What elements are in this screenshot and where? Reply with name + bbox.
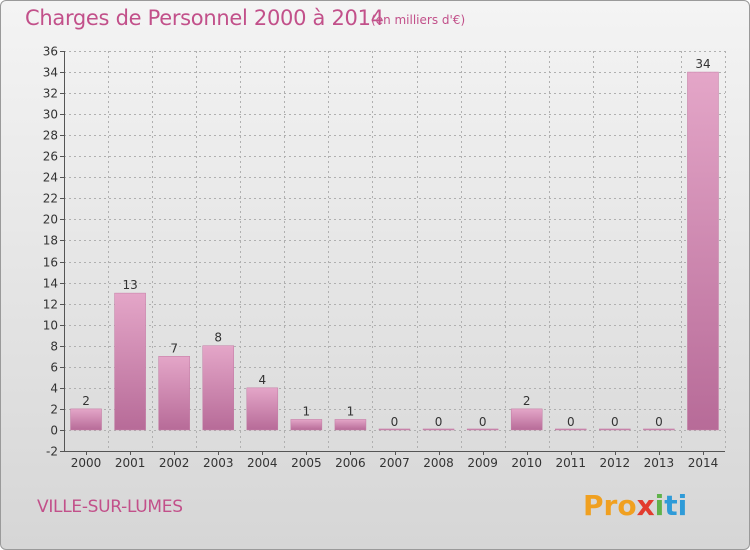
x-tick-label: 2013 [644, 456, 675, 470]
x-tick-label: 2006 [335, 456, 366, 470]
x-tick-label: 2002 [159, 456, 190, 470]
y-tick-label: 28 [43, 129, 58, 143]
y-tick-label: 36 [43, 45, 58, 59]
bar [466, 428, 499, 431]
y-tick-label: 6 [50, 361, 58, 375]
data-label: 0 [435, 415, 443, 429]
y-tick-label: 14 [43, 277, 58, 291]
chart-title: Charges de Personnel 2000 à 2014 [25, 6, 384, 30]
bar [378, 428, 411, 431]
x-tick-label: 2000 [71, 456, 102, 470]
commune-name: VILLE-SUR-LUMES [37, 497, 183, 517]
data-label: 8 [214, 331, 222, 345]
data-label: 2 [82, 394, 90, 408]
data-label: 1 [347, 404, 355, 418]
x-tick-label: 2007 [379, 456, 410, 470]
x-tick-label: 2014 [688, 456, 719, 470]
bar [70, 408, 102, 431]
data-label: 4 [258, 373, 266, 387]
y-tick-label: 30 [43, 108, 58, 122]
data-label: 0 [655, 415, 663, 429]
brand-logo: Proxiti [583, 489, 688, 522]
data-label: 1 [303, 404, 311, 418]
data-label: 0 [391, 415, 399, 429]
y-tick-label: 32 [43, 87, 58, 101]
y-tick-label: 12 [43, 298, 58, 312]
y-tick-label: 2 [50, 403, 58, 417]
x-tick-label: 2011 [555, 456, 586, 470]
x-tick-label: 2012 [600, 456, 631, 470]
bar [643, 428, 675, 431]
y-tick-label: 22 [43, 192, 58, 206]
bar [510, 408, 543, 431]
bar [599, 428, 631, 431]
bar [334, 419, 367, 431]
x-tick-label: 2004 [247, 456, 278, 470]
y-tick-label: 18 [43, 234, 58, 248]
x-tick-label: 2003 [203, 456, 234, 470]
data-label: 0 [479, 415, 487, 429]
y-tick-label: 4 [50, 382, 58, 396]
y-tick-label: 20 [43, 213, 58, 227]
y-tick-label: -2 [46, 445, 58, 459]
data-label: 0 [611, 415, 619, 429]
y-tick-label: 10 [43, 319, 58, 333]
x-tick-label: 2010 [511, 456, 542, 470]
y-tick-label: 0 [50, 424, 58, 438]
x-tick-label: 2009 [467, 456, 498, 470]
y-tick-label: 8 [50, 340, 58, 354]
bar [246, 387, 279, 431]
data-labels: 2 13 7 8 4 1 1 0 0 0 2 0 0 0 34 [82, 57, 710, 429]
data-label: 7 [170, 341, 178, 355]
y-tick-label: 16 [43, 256, 58, 270]
x-tick-label: 2001 [115, 456, 146, 470]
bar [114, 292, 146, 431]
bars [70, 71, 719, 431]
data-label: 13 [122, 278, 137, 292]
y-tick-label: 26 [43, 150, 58, 164]
bar [687, 71, 719, 431]
x-tick-label: 2008 [423, 456, 454, 470]
x-tick-label: 2005 [291, 456, 322, 470]
data-label: 2 [523, 394, 531, 408]
data-label: 0 [567, 415, 575, 429]
bar [422, 428, 455, 431]
bar [158, 356, 190, 431]
bar [202, 345, 234, 431]
chart-subtitle: (en milliers d'€) [371, 13, 466, 27]
y-tick-label: 34 [43, 66, 58, 80]
data-label: 34 [695, 57, 710, 71]
y-tick-label: 24 [43, 171, 58, 185]
bar [290, 419, 323, 431]
bar [555, 428, 587, 431]
